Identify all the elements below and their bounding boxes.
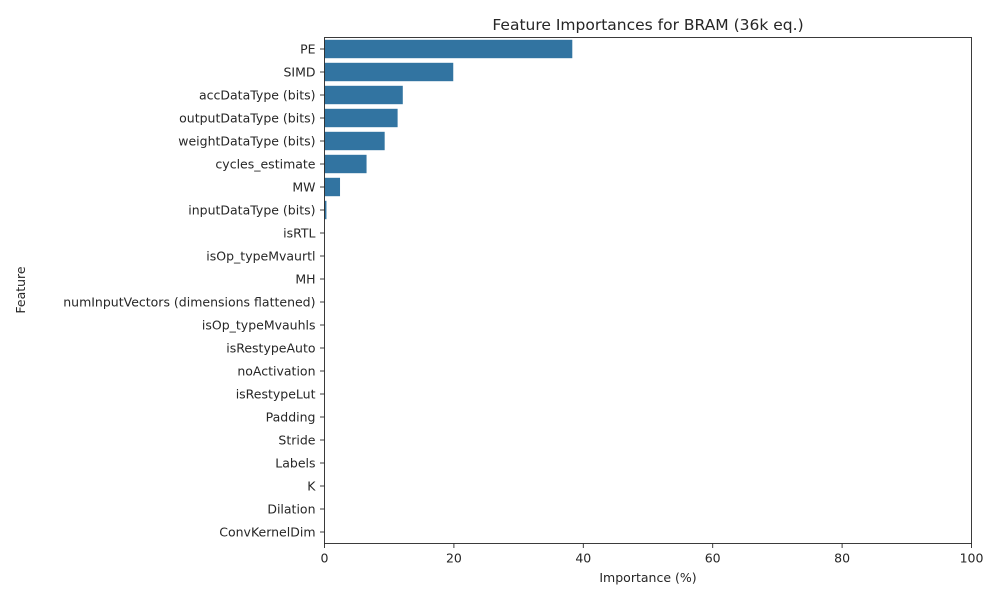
y-tick-label: accDataType (bits) [199,88,316,103]
x-tick-label: 60 [705,551,721,566]
y-tick-label: isRTL [283,226,315,241]
x-tick-label: 20 [446,551,462,566]
y-tick-label: isOp_typeMvaurtl [206,249,315,264]
bar [324,85,403,105]
y-tick-label: outputDataType (bits) [179,111,315,126]
y-axis-ticks: PE SIMD accDataType (bits) outputDataType (… [63,42,325,540]
x-tick-label: 0 [321,551,329,566]
y-tick-label: numInputVectors (dimensions flattened) [63,295,315,310]
x-tick-label: 40 [575,551,591,566]
y-tick-label: MW [292,180,315,195]
bar [324,39,573,59]
bars-group [324,39,573,220]
bar [324,62,454,82]
y-tick-label: isRestypeLut [236,387,316,402]
y-tick-label: K [307,479,316,494]
bar [324,154,367,174]
bar [324,177,341,197]
y-tick-label: noActivation [237,364,315,379]
y-tick-label: ConvKernelDim [219,525,315,540]
y-tick-label: isOp_typeMvauhls [202,318,316,333]
x-tick-label: 100 [960,551,984,566]
y-tick-label: isRestypeAuto [226,341,315,356]
y-tick-label: MH [295,272,315,287]
y-tick-label: PE [300,42,316,57]
plot-frame [324,37,972,544]
y-tick-label: cycles_estimate [215,157,315,172]
y-tick-label: weightDataType (bits) [178,134,315,149]
y-axis-label: Feature [13,266,28,314]
y-tick-label: Padding [266,410,316,425]
y-tick-label: Labels [275,456,315,471]
chart-title: Feature Importances for BRAM (36k eq.) [492,16,803,34]
bar [324,131,385,151]
bar [324,200,327,220]
y-tick-label: inputDataType (bits) [188,203,315,218]
y-tick-label: Dilation [267,502,315,517]
x-tick-label: 80 [834,551,850,566]
y-tick-label: Stride [278,433,315,448]
bar [324,108,398,128]
x-axis-label: Importance (%) [599,570,696,585]
y-tick-label: SIMD [283,65,315,80]
x-axis-ticks: 0 20 40 60 80 100 [321,543,984,566]
